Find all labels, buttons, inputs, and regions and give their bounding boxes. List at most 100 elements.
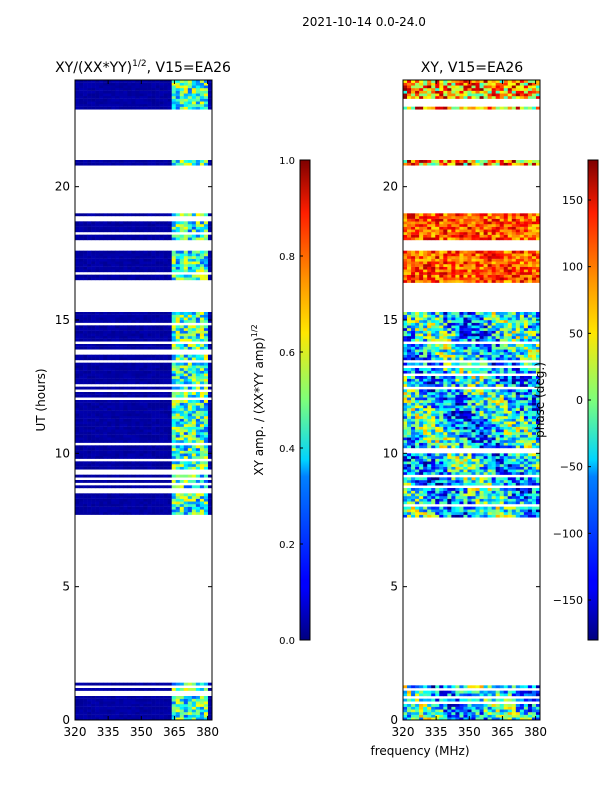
heatmap-cell (143, 221, 148, 225)
heatmap-cell (147, 496, 152, 499)
heatmap-cell (183, 418, 189, 422)
heatmap-cell (167, 266, 173, 270)
heatmap-cell (123, 104, 128, 107)
heatmap-cell (75, 376, 80, 379)
heatmap-row (75, 709, 213, 713)
heatmap-cell (107, 410, 112, 414)
heatmap-cell (439, 490, 444, 494)
heatmap-cell (143, 696, 148, 699)
heatmap-cell (535, 440, 541, 443)
heatmap-cell (163, 85, 168, 89)
heatmap-cell (147, 498, 152, 502)
heatmap-cell (123, 160, 128, 163)
heatmap-cell (91, 325, 96, 329)
heatmap-cell (131, 98, 136, 102)
heatmap-cell (515, 709, 521, 713)
heatmap-cell (107, 264, 112, 267)
heatmap-cell (95, 453, 100, 457)
heatmap-cell (131, 512, 136, 515)
amplitude-axes-frame (74, 79, 213, 721)
heatmap-cell (135, 256, 140, 259)
heatmap-cell (183, 696, 189, 699)
heatmap-cell (511, 488, 517, 491)
heatmap-cell (483, 482, 488, 486)
heatmap-cell (159, 429, 164, 433)
heatmap-cell (191, 253, 197, 257)
heatmap-cell (499, 429, 505, 433)
heatmap-cell (191, 480, 197, 483)
heatmap-cell (207, 106, 213, 110)
heatmap-cell (203, 688, 209, 691)
heatmap-cell (403, 453, 408, 457)
heatmap-cell (191, 365, 197, 369)
heatmap-cell (199, 320, 205, 323)
heatmap-cell (515, 714, 521, 718)
heatmap-cell (131, 704, 136, 707)
heatmap-cell (171, 162, 177, 166)
heatmap-cell (151, 266, 156, 270)
heatmap-cell (123, 714, 128, 718)
heatmap-cell (451, 512, 456, 515)
heatmap-cell (443, 509, 448, 513)
heatmap-cell (139, 93, 144, 97)
heatmap-cell (419, 717, 424, 721)
heatmap-cell (171, 509, 177, 513)
heatmap-cell (175, 426, 181, 430)
heatmap-cell (195, 509, 201, 513)
heatmap-cell (175, 440, 181, 443)
heatmap-cell (415, 490, 420, 494)
heatmap-cell (195, 386, 201, 390)
heatmap-cell (75, 224, 80, 227)
heatmap-cell (431, 488, 436, 491)
heatmap-cell (87, 392, 92, 395)
heatmap-cell (207, 706, 213, 710)
heatmap-cell (423, 512, 428, 515)
heatmap-cell (183, 413, 189, 417)
heatmap-cell (523, 712, 529, 715)
heatmap-cell (75, 370, 80, 374)
heatmap-cell (127, 261, 132, 265)
heatmap-cell (195, 213, 201, 217)
heatmap-cell (411, 512, 416, 515)
heatmap-cell (163, 432, 168, 435)
heatmap-cell (155, 429, 160, 433)
heatmap-cell (135, 229, 140, 233)
heatmap-cell (159, 336, 164, 339)
heatmap-cell (183, 344, 189, 347)
heatmap-cell (443, 706, 448, 710)
heatmap-cell (207, 226, 213, 230)
heatmap-cell (411, 488, 416, 491)
heatmap-cell (83, 266, 88, 270)
heatmap-cell (111, 698, 116, 702)
heatmap-cell (407, 698, 412, 702)
heatmap-cell (443, 717, 448, 721)
heatmap-cell (99, 85, 104, 89)
heatmap-cell (131, 712, 136, 715)
heatmap-cell (155, 328, 160, 331)
heatmap-cell (95, 90, 100, 94)
heatmap-cell (91, 480, 96, 483)
heatmap-cell (107, 346, 112, 350)
heatmap-cell (499, 458, 505, 462)
heatmap-cell (119, 416, 124, 419)
heatmap-cell (123, 96, 128, 99)
heatmap-cell (183, 264, 189, 267)
heatmap-cell (167, 88, 173, 91)
heatmap-cell (447, 712, 452, 715)
heatmap-cell (471, 466, 476, 470)
heatmap-cell (187, 328, 193, 331)
heatmap-cell (123, 258, 128, 262)
heatmap-cell (475, 464, 480, 467)
heatmap-row (75, 96, 213, 99)
heatmap-cell (447, 424, 452, 427)
heatmap-cell (179, 456, 185, 459)
heatmap-cell (147, 365, 152, 369)
heatmap-cell (75, 696, 80, 699)
heatmap-cell (147, 429, 152, 433)
heatmap-cell (171, 709, 177, 713)
heatmap-cell (103, 506, 108, 510)
heatmap-cell (207, 90, 213, 94)
heatmap-cell (167, 512, 173, 515)
heatmap-cell (107, 498, 112, 502)
heatmap-cell (131, 413, 136, 417)
